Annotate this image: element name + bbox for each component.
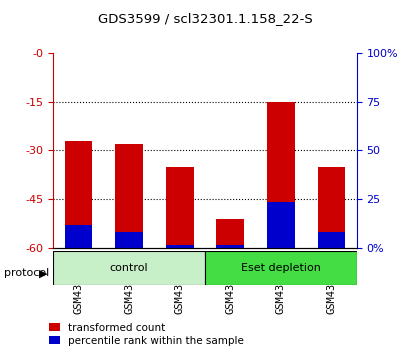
Bar xyxy=(115,232,143,248)
Bar xyxy=(317,232,344,248)
Bar xyxy=(216,218,244,248)
Legend: transformed count, percentile rank within the sample: transformed count, percentile rank withi… xyxy=(46,319,247,349)
Text: Eset depletion: Eset depletion xyxy=(240,263,320,273)
Text: control: control xyxy=(110,263,148,273)
Bar xyxy=(165,167,193,248)
Bar xyxy=(216,245,244,248)
Bar xyxy=(65,141,92,248)
Text: GDS3599 / scl32301.1.158_22-S: GDS3599 / scl32301.1.158_22-S xyxy=(97,12,312,25)
Bar xyxy=(204,251,356,285)
Bar xyxy=(266,102,294,248)
Bar xyxy=(65,225,92,248)
Bar xyxy=(317,167,344,248)
Bar xyxy=(266,202,294,248)
Bar xyxy=(53,251,204,285)
Bar xyxy=(165,245,193,248)
Text: ▶: ▶ xyxy=(39,268,47,278)
Bar xyxy=(115,144,143,248)
Text: protocol: protocol xyxy=(4,268,49,278)
